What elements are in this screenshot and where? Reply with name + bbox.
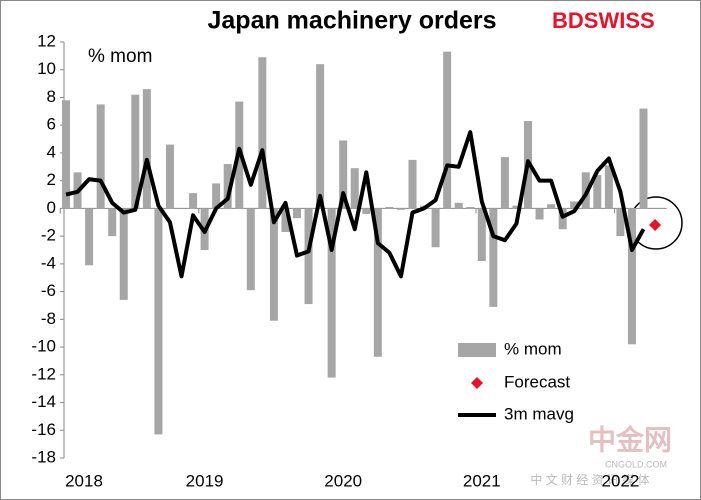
bar bbox=[477, 208, 486, 262]
y-tick-label: 0 bbox=[47, 198, 56, 217]
x-tick-label: 2021 bbox=[463, 471, 501, 490]
y-tick-label: -10 bbox=[31, 337, 56, 356]
bar bbox=[62, 100, 70, 209]
line bbox=[65, 130, 646, 279]
bar bbox=[593, 175, 602, 209]
legend-swatch bbox=[471, 377, 483, 389]
y-tick-label: 10 bbox=[37, 59, 56, 78]
bar bbox=[408, 159, 417, 209]
bar bbox=[108, 208, 117, 237]
forecast-point bbox=[649, 219, 662, 232]
legend-label: % mom bbox=[504, 339, 562, 358]
bar bbox=[604, 165, 613, 209]
watermark: 中 文 财 经 资 讯 媒 体 bbox=[530, 472, 649, 487]
y-tick-label: 2 bbox=[47, 170, 56, 189]
bar bbox=[119, 208, 128, 300]
bar bbox=[246, 208, 255, 291]
bar bbox=[431, 208, 440, 248]
bar bbox=[223, 164, 232, 209]
y-tick-label: -2 bbox=[41, 226, 56, 245]
bar bbox=[293, 208, 301, 219]
x-tick-label: 2020 bbox=[324, 471, 362, 490]
bar bbox=[570, 201, 579, 209]
y-tick-label: -6 bbox=[41, 281, 56, 300]
bar bbox=[512, 205, 521, 209]
bar bbox=[165, 144, 174, 209]
bar bbox=[304, 208, 313, 305]
bar bbox=[627, 208, 636, 345]
bar bbox=[373, 208, 382, 357]
y-tick-label: -18 bbox=[31, 447, 56, 466]
bar bbox=[327, 208, 336, 378]
bar bbox=[362, 208, 371, 214]
y-tick-label: -12 bbox=[31, 364, 56, 383]
logo: BDSWISS bbox=[552, 8, 655, 33]
watermark: 中金网 bbox=[588, 423, 672, 455]
bar bbox=[616, 208, 625, 237]
y-tick-label: 6 bbox=[47, 115, 56, 134]
x-tick-label: 2018 bbox=[65, 471, 103, 490]
bar bbox=[639, 108, 648, 209]
bar bbox=[142, 89, 151, 209]
bar bbox=[443, 51, 452, 209]
x-tick-label: 2022 bbox=[601, 471, 639, 490]
bar bbox=[466, 207, 475, 209]
bar bbox=[131, 94, 140, 209]
y-tick-label: -16 bbox=[31, 420, 56, 439]
bar bbox=[385, 207, 394, 209]
legend-label: 3m mavg bbox=[504, 404, 574, 423]
bar bbox=[96, 104, 105, 209]
bar bbox=[154, 208, 163, 435]
y-tick-label: 4 bbox=[47, 142, 56, 161]
bar bbox=[189, 193, 198, 209]
y-tick-label: 8 bbox=[47, 87, 56, 106]
bar bbox=[500, 157, 509, 209]
bar bbox=[269, 208, 278, 321]
bar bbox=[350, 168, 359, 209]
legend-label: Forecast bbox=[504, 372, 570, 391]
bar bbox=[316, 64, 325, 209]
bar bbox=[547, 204, 556, 209]
watermark: CNGOLD.COM bbox=[605, 459, 667, 469]
x-tick-label: 2019 bbox=[186, 471, 224, 490]
y-axis-label: % mom bbox=[88, 46, 152, 67]
bar bbox=[339, 140, 348, 209]
bar bbox=[489, 208, 498, 307]
bar bbox=[212, 183, 221, 209]
legend-swatch bbox=[458, 343, 496, 357]
bar bbox=[454, 202, 463, 209]
y-tick-label: 12 bbox=[37, 31, 56, 50]
bar bbox=[85, 208, 94, 266]
bar bbox=[535, 208, 544, 220]
bar bbox=[258, 57, 267, 209]
y-tick-label: -8 bbox=[41, 309, 56, 328]
bar bbox=[558, 208, 567, 230]
y-tick-label: -14 bbox=[31, 392, 56, 411]
bar bbox=[281, 208, 290, 232]
y-tick-label: -4 bbox=[41, 253, 56, 272]
bar bbox=[396, 208, 405, 210]
chart-title: Japan machinery orders bbox=[207, 7, 496, 35]
